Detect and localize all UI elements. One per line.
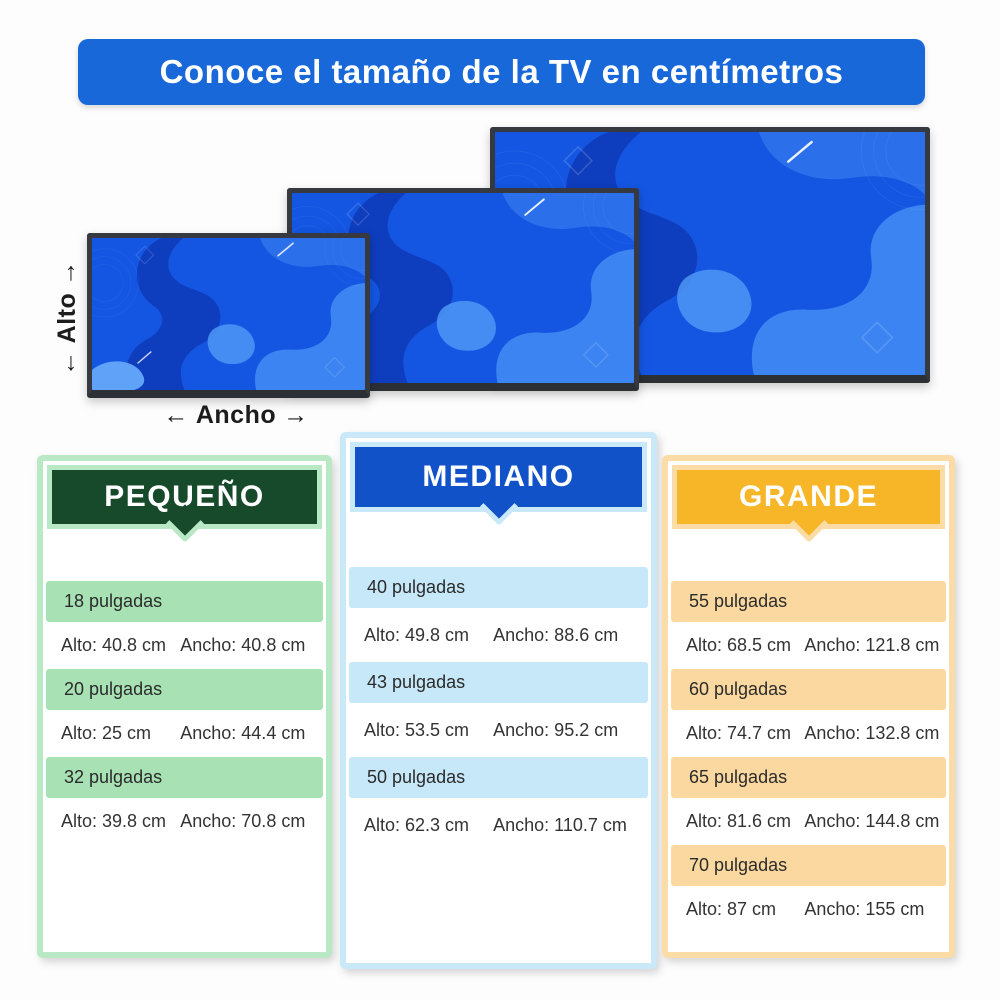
right-arrow-icon: → (52, 260, 81, 286)
left-arrow-icon: ← (163, 400, 189, 429)
size-row-label: 40 pulgadas (349, 567, 648, 608)
size-row-label: 55 pulgadas (671, 581, 946, 622)
tv-wallpaper-graphic (92, 238, 365, 390)
size-row-label: 50 pulgadas (349, 757, 648, 798)
size-card-mediano: MEDIANO 40 pulgadas Alto: 49.8 cm Ancho:… (340, 432, 657, 969)
alto-value: Alto: 40.8 cm (61, 635, 167, 655)
size-rows: 40 pulgadas Alto: 49.8 cm Ancho: 88.6 cm… (346, 567, 651, 852)
size-row-dimensions: Alto: 49.8 cm Ancho: 88.6 cm (346, 608, 651, 662)
size-card-grande: GRANDE 55 pulgadas Alto: 68.5 cm Ancho: … (662, 455, 955, 958)
size-row-dimensions: Alto: 87 cm Ancho: 155 cm (668, 886, 949, 933)
ancho-label-text: Ancho (195, 400, 277, 429)
size-row-dimensions: Alto: 25 cm Ancho: 44.4 cm (43, 710, 326, 757)
card-header-grande: GRANDE (672, 465, 945, 543)
ancho-value: Ancho: 44.4 cm (180, 723, 306, 743)
page-title: Conoce el tamaño de la TV en centímetros (159, 53, 844, 90)
ancho-value: Ancho: 144.8 cm (804, 811, 940, 831)
alto-axis-label: ← Alto → (50, 253, 84, 383)
ancho-value: Ancho: 121.8 cm (804, 635, 940, 655)
size-row-dimensions: Alto: 39.8 cm Ancho: 70.8 cm (43, 798, 326, 845)
title-banner: Conoce el tamaño de la TV en centímetros (78, 39, 925, 105)
size-card-pequeno: PEQUEÑO 18 pulgadas Alto: 40.8 cm Ancho:… (37, 455, 332, 958)
size-row-dimensions: Alto: 74.7 cm Ancho: 132.8 cm (668, 710, 949, 757)
card-header-mediano: MEDIANO (350, 442, 647, 526)
tv-screen (92, 238, 365, 390)
size-row-dimensions: Alto: 81.6 cm Ancho: 144.8 cm (668, 798, 949, 845)
size-row-dimensions: Alto: 53.5 cm Ancho: 95.2 cm (346, 703, 651, 757)
alto-value: Alto: 81.6 cm (686, 811, 792, 831)
size-rows: 55 pulgadas Alto: 68.5 cm Ancho: 121.8 c… (668, 581, 949, 933)
alto-value: Alto: 39.8 cm (61, 811, 167, 831)
alto-value: Alto: 87 cm (686, 899, 777, 919)
alto-value: Alto: 25 cm (61, 723, 152, 743)
size-row-label: 43 pulgadas (349, 662, 648, 703)
size-row-label: 18 pulgadas (46, 581, 323, 622)
size-tables: PEQUEÑO 18 pulgadas Alto: 40.8 cm Ancho:… (0, 432, 1000, 992)
alto-value: Alto: 49.8 cm (364, 624, 470, 645)
size-row-label: 60 pulgadas (671, 669, 946, 710)
right-arrow-icon: → (283, 400, 309, 429)
size-rows: 18 pulgadas Alto: 40.8 cm Ancho: 40.8 cm… (43, 581, 326, 845)
size-row-dimensions: Alto: 68.5 cm Ancho: 121.8 cm (668, 622, 949, 669)
size-row-label: 70 pulgadas (671, 845, 946, 886)
tv-size-diagram: ← Alto → ← Ancho → (0, 110, 1000, 440)
left-arrow-icon: ← (52, 350, 81, 376)
card-header-pequeno: PEQUEÑO (47, 465, 322, 543)
alto-label-text: Alto (52, 292, 81, 344)
size-row-label: 32 pulgadas (46, 757, 323, 798)
ancho-value: Ancho: 88.6 cm (493, 624, 619, 645)
size-row-dimensions: Alto: 62.3 cm Ancho: 110.7 cm (346, 798, 651, 852)
ancho-value: Ancho: 70.8 cm (180, 811, 306, 831)
alto-value: Alto: 74.7 cm (686, 723, 792, 743)
alto-value: Alto: 62.3 cm (364, 814, 470, 835)
alto-value: Alto: 68.5 cm (686, 635, 792, 655)
size-row-label: 20 pulgadas (46, 669, 323, 710)
size-row-dimensions: Alto: 40.8 cm Ancho: 40.8 cm (43, 622, 326, 669)
ancho-axis-label: ← Ancho → (150, 398, 322, 432)
size-row-label: 65 pulgadas (671, 757, 946, 798)
ancho-value: Ancho: 155 cm (804, 899, 925, 919)
ancho-value: Ancho: 110.7 cm (493, 814, 627, 835)
ancho-value: Ancho: 95.2 cm (493, 719, 619, 740)
ancho-value: Ancho: 132.8 cm (804, 723, 940, 743)
tv-small (87, 233, 370, 398)
alto-value: Alto: 53.5 cm (364, 719, 470, 740)
ancho-value: Ancho: 40.8 cm (180, 635, 306, 655)
